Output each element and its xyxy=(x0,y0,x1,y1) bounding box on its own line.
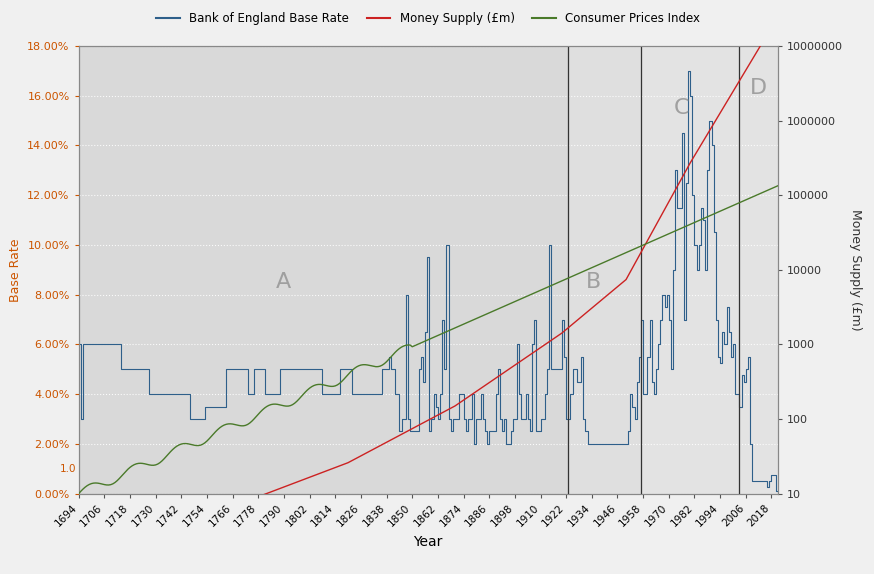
Bar xyxy=(79,46,568,494)
Y-axis label: Money Supply (£m): Money Supply (£m) xyxy=(850,209,863,331)
X-axis label: Year: Year xyxy=(413,536,443,549)
Text: D: D xyxy=(750,78,767,98)
Text: 1.0: 1.0 xyxy=(59,464,76,474)
Bar xyxy=(568,46,641,494)
Legend: Bank of England Base Rate, Money Supply (£m), Consumer Prices Index: Bank of England Base Rate, Money Supply … xyxy=(151,7,705,29)
Bar xyxy=(739,46,778,494)
Text: A: A xyxy=(276,272,292,292)
Text: C: C xyxy=(674,98,690,118)
Bar xyxy=(641,46,739,494)
Text: B: B xyxy=(586,272,601,292)
Y-axis label: Base Rate: Base Rate xyxy=(9,238,22,301)
